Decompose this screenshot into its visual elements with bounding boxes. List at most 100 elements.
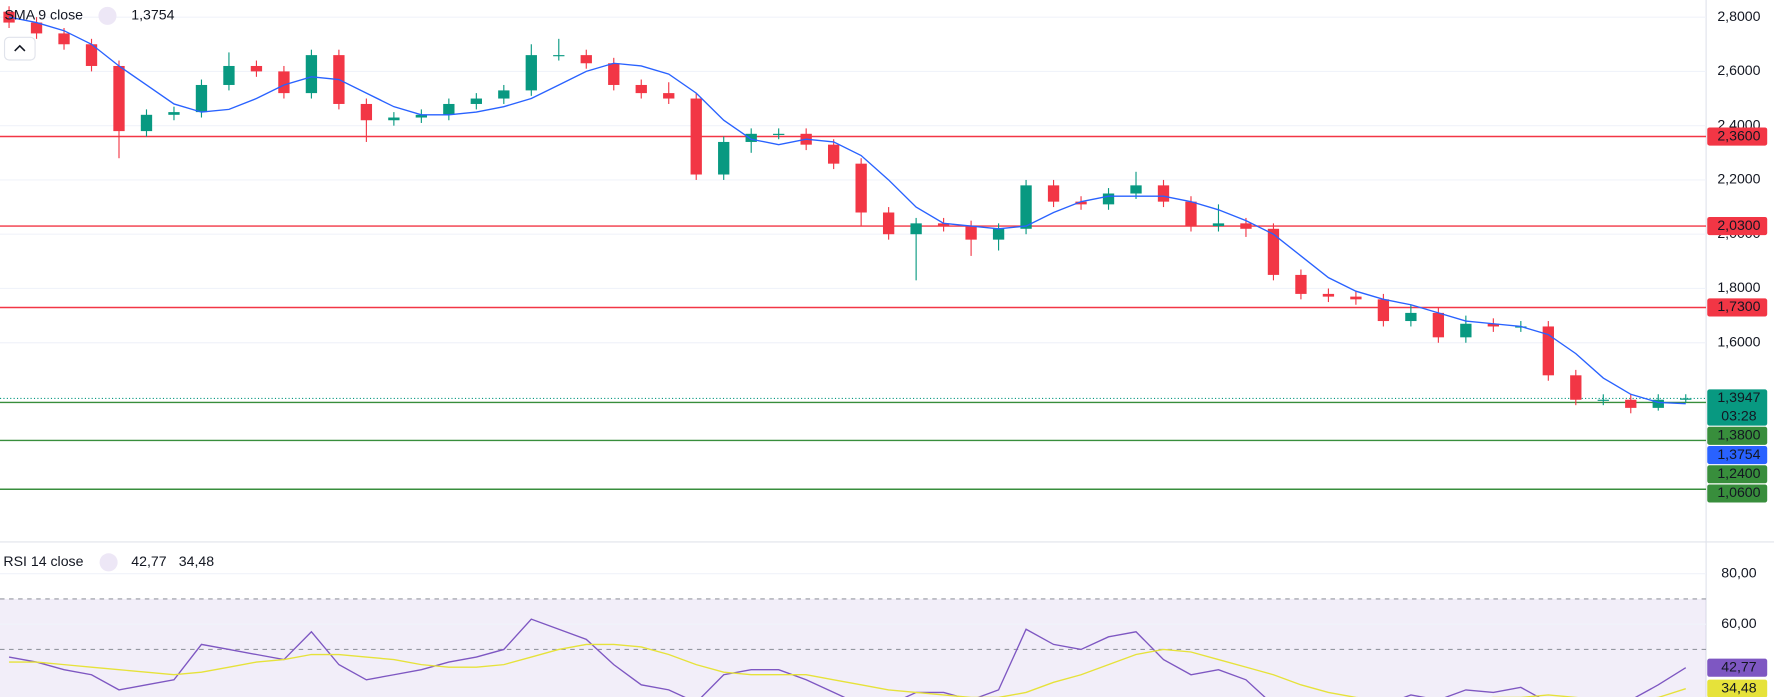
candle-body bbox=[1075, 201, 1087, 205]
candle-body bbox=[992, 228, 1005, 240]
candle-body bbox=[1570, 375, 1582, 400]
candle-body bbox=[1597, 399, 1609, 401]
candle-body bbox=[937, 223, 950, 227]
y-tick-label: 2,8000 bbox=[1717, 8, 1760, 24]
plot: 2,80002,60002,40002,20002,00001,80001,60… bbox=[0, 6, 1768, 697]
candle-body bbox=[1405, 312, 1417, 322]
candle-body bbox=[1625, 399, 1637, 408]
sma-legend-value: 1,3754 bbox=[131, 7, 174, 23]
price-label-box bbox=[1707, 217, 1768, 236]
rsi-legend: RSI 14 close 42,77 34,48 bbox=[3, 553, 214, 572]
candle-body bbox=[58, 33, 70, 45]
price-pane bbox=[0, 6, 1707, 491]
candle-body bbox=[1212, 223, 1225, 227]
candle-body bbox=[773, 133, 785, 135]
price-label: 2,0300 bbox=[1717, 217, 1760, 233]
legend-icon[interactable] bbox=[98, 6, 117, 25]
chevron-icon bbox=[14, 44, 26, 52]
y-tick-label: 2,6000 bbox=[1717, 62, 1760, 78]
rsi-line bbox=[9, 643, 1686, 697]
candle-body bbox=[1267, 228, 1280, 275]
candle-body bbox=[1542, 326, 1554, 376]
candle-body bbox=[608, 63, 620, 85]
candle-body bbox=[30, 22, 43, 34]
y-tick-label: 1,6000 bbox=[1717, 333, 1760, 349]
candle-body bbox=[1350, 296, 1362, 300]
sma-legend-title: SMA 9 close bbox=[5, 7, 84, 23]
legend-icon[interactable] bbox=[99, 553, 118, 572]
candle-body bbox=[250, 65, 263, 72]
candle-body bbox=[415, 114, 428, 118]
candle-body bbox=[278, 71, 290, 94]
candle-body bbox=[882, 212, 895, 235]
rsi-pane bbox=[0, 573, 1707, 697]
candle-body bbox=[580, 55, 592, 64]
candle-body bbox=[223, 65, 235, 85]
price-label-box bbox=[1707, 426, 1768, 445]
candle-body bbox=[553, 55, 565, 57]
candle-body bbox=[85, 44, 98, 66]
candle-body bbox=[1102, 193, 1115, 205]
candle-body bbox=[1047, 185, 1060, 202]
price-label-box bbox=[1707, 465, 1768, 484]
candle-body bbox=[1322, 293, 1335, 297]
candle-body bbox=[360, 103, 373, 121]
y-tick-label: 60,00 bbox=[1721, 615, 1756, 631]
price-label-box bbox=[1707, 445, 1768, 465]
candle-body bbox=[1377, 299, 1390, 322]
candle-body bbox=[195, 84, 208, 113]
candle-body bbox=[113, 65, 125, 132]
candle-body bbox=[1680, 398, 1692, 400]
y-tick-label: 2,2000 bbox=[1717, 171, 1760, 187]
rsi-legend-title: RSI 14 close bbox=[3, 553, 83, 569]
candle-body bbox=[1157, 185, 1170, 202]
candle-body bbox=[1130, 185, 1142, 194]
candle-body bbox=[663, 93, 675, 99]
price-label: 1,3800 bbox=[1717, 427, 1760, 443]
price-label: 34,48 bbox=[1721, 679, 1756, 695]
y-tick-label: 1,8000 bbox=[1717, 279, 1760, 295]
candle-body bbox=[1240, 223, 1252, 229]
rsi-band bbox=[0, 598, 1707, 697]
price-label-box bbox=[1707, 658, 1768, 677]
candle-body bbox=[635, 84, 647, 94]
candle-body bbox=[690, 98, 702, 175]
candle-body bbox=[305, 55, 318, 94]
candle-body bbox=[1487, 323, 1500, 327]
candle-body bbox=[1185, 201, 1197, 227]
candle-body bbox=[965, 226, 977, 240]
collapse-button[interactable] bbox=[3, 36, 36, 61]
rsi-ma-legend-value: 34,48 bbox=[179, 553, 214, 569]
price-label: 1,0600 bbox=[1717, 484, 1760, 500]
price-label: 1,2400 bbox=[1717, 465, 1760, 481]
price-label-box bbox=[1707, 298, 1768, 317]
price-label: 1,7300 bbox=[1717, 298, 1760, 314]
price-label: 2,3600 bbox=[1717, 127, 1760, 143]
price-label: 03:28 bbox=[1721, 407, 1756, 423]
candle-body bbox=[140, 114, 153, 132]
price-label-box bbox=[1707, 679, 1768, 697]
price-label: 1,3754 bbox=[1717, 446, 1760, 462]
candle-body bbox=[498, 90, 510, 99]
rsi-legend-value: 42,77 bbox=[131, 553, 166, 569]
sma-legend: SMA 9 close 1,3754 bbox=[5, 7, 175, 25]
price-label: 1,3947 bbox=[1717, 389, 1760, 405]
candle-body bbox=[1652, 399, 1664, 408]
candle-body bbox=[1460, 323, 1472, 338]
candle-body bbox=[168, 112, 180, 115]
candle-body bbox=[1432, 312, 1445, 338]
candle-body bbox=[443, 103, 455, 115]
price-label: 42,77 bbox=[1721, 658, 1756, 674]
candle-body bbox=[470, 98, 482, 104]
candle-body bbox=[525, 55, 537, 91]
candle-body bbox=[745, 133, 757, 142]
candle-body bbox=[1020, 185, 1032, 229]
y-tick-label: 80,00 bbox=[1721, 564, 1756, 580]
candle-body bbox=[718, 141, 730, 175]
candle-body bbox=[828, 144, 840, 164]
sma-line bbox=[8, 16, 1686, 405]
price-label-box bbox=[1707, 389, 1768, 426]
candle-body bbox=[855, 163, 867, 213]
candle-body bbox=[1295, 274, 1307, 294]
